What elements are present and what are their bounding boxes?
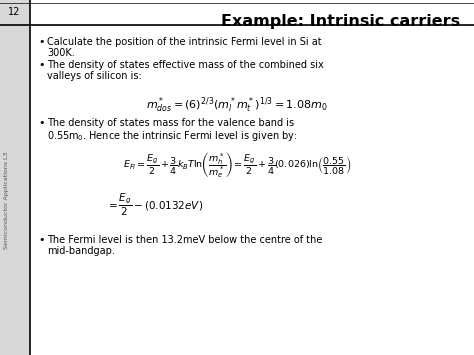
Text: $E_{Fi} = \dfrac{E_g}{2} + \dfrac{3}{4}k_B T\ln\!\left(\dfrac{m^*_h}{m^*_e}\righ: $E_{Fi} = \dfrac{E_g}{2} + \dfrac{3}{4}k… [123, 150, 351, 180]
Text: $= \dfrac{E_g}{2} - (0.0132eV)$: $= \dfrac{E_g}{2} - (0.0132eV)$ [106, 192, 204, 218]
Text: valleys of silicon is:: valleys of silicon is: [47, 71, 142, 81]
Text: •: • [38, 60, 45, 70]
Text: Semiconductor Applications L3: Semiconductor Applications L3 [4, 151, 9, 249]
Bar [0, 0, 30, 355]
Text: The Fermi level is then 13.2meV below the centre of the: The Fermi level is then 13.2meV below th… [47, 235, 322, 245]
Bar [30, 0, 474, 25]
Text: •: • [38, 37, 45, 47]
Text: 12: 12 [8, 7, 20, 17]
Text: •: • [38, 235, 45, 245]
Text: The density of states effective mass of the combined six: The density of states effective mass of … [47, 60, 324, 70]
Text: Example: Intrinsic carriers: Example: Intrinsic carriers [221, 14, 460, 29]
Text: •: • [38, 118, 45, 128]
Text: Calculate the position of the intrinsic Fermi level in Si at: Calculate the position of the intrinsic … [47, 37, 322, 47]
Text: The density of states mass for the valence band is: The density of states mass for the valen… [47, 118, 294, 128]
Text: 0.55m$_0$. Hence the intrinsic Fermi level is given by:: 0.55m$_0$. Hence the intrinsic Fermi lev… [47, 129, 298, 143]
Text: mid-bandgap.: mid-bandgap. [47, 246, 115, 256]
Text: 300K.: 300K. [47, 48, 75, 58]
Text: $m^*_{dos} = (6)^{2/3}(m^*_l m^*_t)^{1/3} = 1.08m_0$: $m^*_{dos} = (6)^{2/3}(m^*_l m^*_t)^{1/3… [146, 95, 328, 115]
